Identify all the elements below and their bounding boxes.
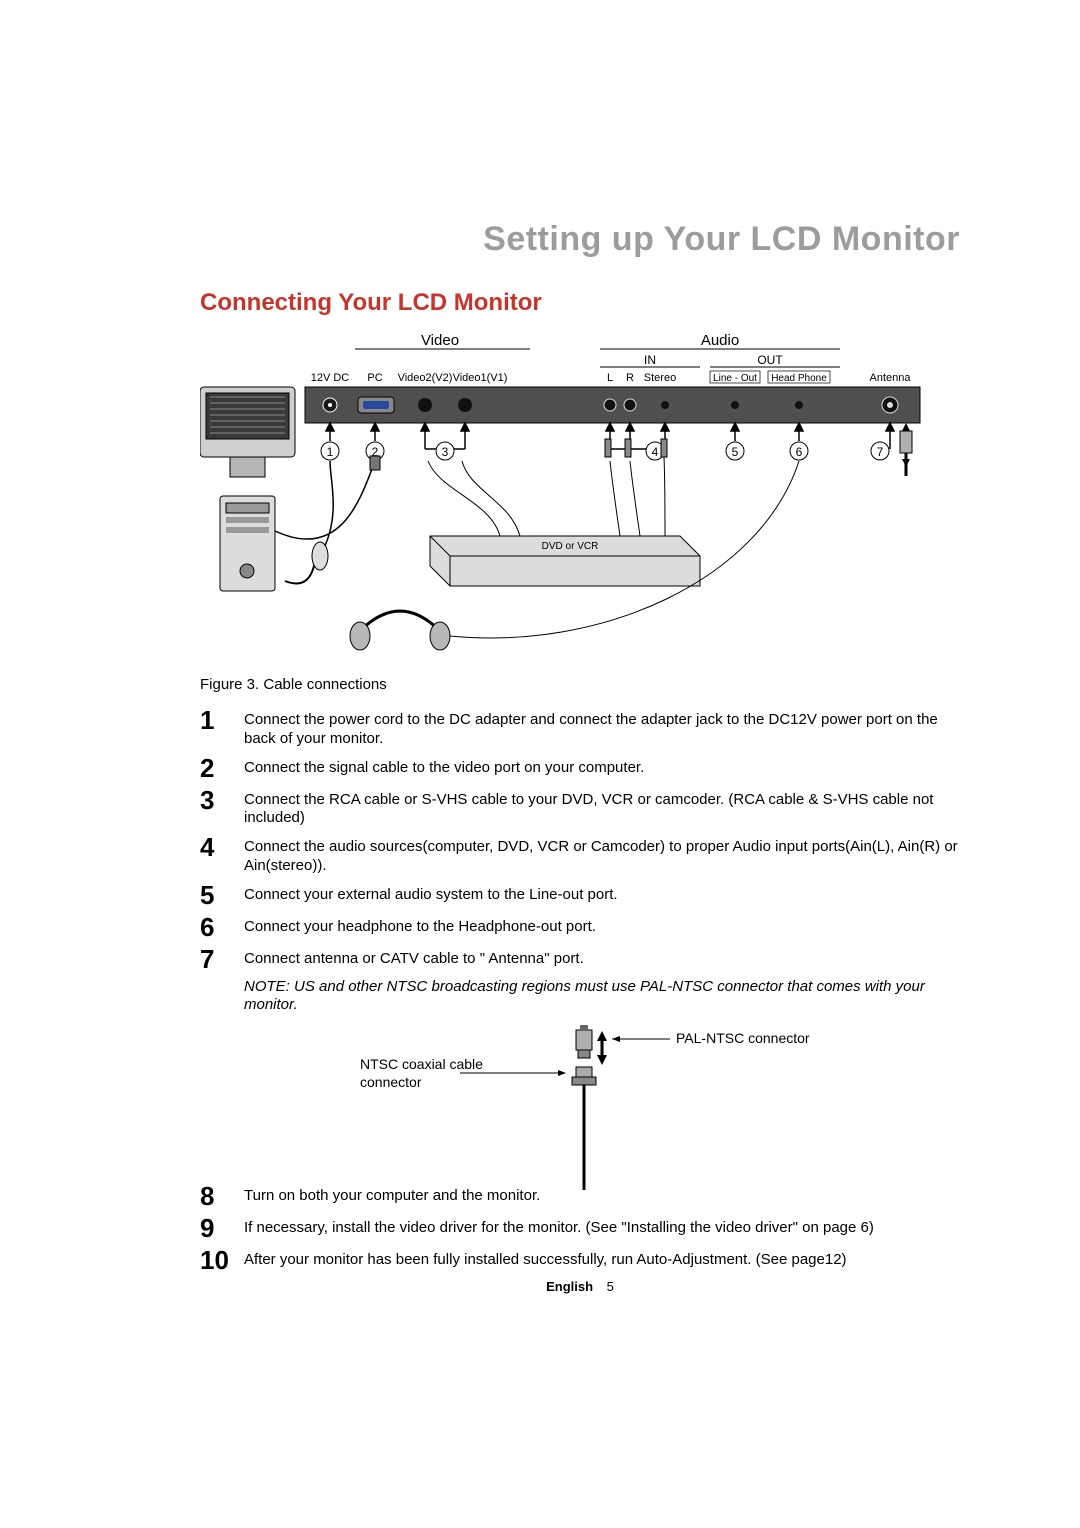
step-text: Connect the RCA cable or S-VHS cable to …	[244, 787, 960, 829]
step-text: Connect antenna or CATV cable to " Anten…	[244, 946, 960, 969]
step-text: If necessary, install the video driver f…	[244, 1215, 960, 1238]
section-title: Connecting Your LCD Monitor	[200, 289, 960, 317]
step-row: 6 Connect your headphone to the Headphon…	[200, 914, 960, 940]
port-label: PC	[367, 372, 382, 384]
label-video: Video	[421, 332, 459, 349]
step-text: After your monitor has been fully instal…	[244, 1247, 960, 1270]
step-row: 2 Connect the signal cable to the video …	[200, 755, 960, 781]
port-label: R	[626, 372, 634, 384]
marker-7: 7	[871, 442, 889, 460]
step-row: 4 Connect the audio sources(computer, DV…	[200, 834, 960, 876]
port-headphone-icon	[795, 401, 803, 409]
antenna-plug-icon	[900, 423, 912, 476]
port-label: Antenna	[870, 372, 912, 384]
step-number: 10	[200, 1247, 244, 1273]
svg-text:6: 6	[796, 445, 803, 459]
port-label: Stereo	[644, 372, 676, 384]
footer-lang: English	[546, 1279, 593, 1294]
port-video1-icon	[458, 398, 472, 412]
marker-6: 6	[790, 442, 808, 460]
pal-ntsc-label: PAL-NTSC connector	[676, 1030, 810, 1046]
port-label: Head Phone	[771, 373, 827, 384]
cable-pc	[275, 461, 375, 539]
steps-list: 1 Connect the power cord to the DC adapt…	[200, 707, 960, 972]
label-in: IN	[644, 353, 656, 367]
page-title: Setting up Your LCD Monitor	[200, 220, 960, 259]
step-number: 2	[200, 755, 244, 781]
step-number: 6	[200, 914, 244, 940]
step-row: 7 Connect antenna or CATV cable to " Ant…	[200, 946, 960, 972]
ntsc-label-line2: connector	[360, 1074, 422, 1090]
connector-diagram: PAL-NTSC connector NTSC coaxial cable co…	[200, 1025, 960, 1175]
port-label: Line - Out	[713, 373, 757, 384]
step-number: 4	[200, 834, 244, 860]
svg-text:5: 5	[732, 445, 739, 459]
label-audio: Audio	[701, 332, 739, 349]
step-row: 1 Connect the power cord to the DC adapt…	[200, 707, 960, 749]
label-out: OUT	[757, 353, 783, 367]
svg-text:1: 1	[327, 445, 334, 459]
port-stereo-icon	[661, 401, 669, 409]
step-number: 9	[200, 1215, 244, 1241]
port-video2-icon	[418, 398, 432, 412]
step-number: 1	[200, 707, 244, 733]
figure-cable-connections: Video Audio IN OUT 12V DC PC Video2(V2) …	[200, 331, 960, 666]
cable-audio-l	[610, 461, 620, 536]
port-audio-r-icon	[624, 399, 636, 411]
monitor-icon	[200, 387, 295, 477]
cable-audio-r	[630, 461, 640, 536]
step-number: 7	[200, 946, 244, 972]
dvd-vcr-icon: DVD or VCR	[430, 536, 700, 586]
page: Setting up Your LCD Monitor Connecting Y…	[0, 0, 1080, 1528]
ntsc-label-line1: NTSC coaxial cable	[360, 1056, 483, 1072]
cable-video	[428, 461, 500, 536]
svg-text:7: 7	[877, 445, 884, 459]
port-label: L	[607, 372, 613, 384]
cable-diagram-svg: Video Audio IN OUT 12V DC PC Video2(V2) …	[200, 331, 960, 661]
step-row: 10 After your monitor has been fully ins…	[200, 1247, 960, 1273]
step-text: Connect your headphone to the Headphone-…	[244, 914, 960, 937]
step-text: Connect the power cord to the DC adapter…	[244, 707, 960, 749]
dvd-vcr-label: DVD or VCR	[542, 541, 599, 552]
steps-list-2: 8 Turn on both your computer and the mon…	[200, 1183, 960, 1273]
marker-5: 5	[726, 442, 744, 460]
port-lineout-icon	[731, 401, 739, 409]
marker-1: 1	[321, 442, 339, 460]
footer-page: 5	[607, 1279, 614, 1294]
pal-ntsc-connector-icon	[576, 1030, 592, 1050]
svg-text:4: 4	[652, 445, 659, 459]
svg-text:3: 3	[442, 445, 449, 459]
ntsc-connector-icon	[576, 1067, 592, 1077]
figure-caption: Figure 3. Cable connections	[200, 676, 960, 693]
cable-video2	[462, 461, 520, 536]
port-label: 12V DC	[311, 372, 350, 384]
step-text: Connect your external audio system to th…	[244, 882, 960, 905]
note-text: NOTE: US and other NTSC broadcasting reg…	[200, 978, 960, 1016]
step-row: 9 If necessary, install the video driver…	[200, 1215, 960, 1241]
port-audio-l-icon	[604, 399, 616, 411]
step-number: 5	[200, 882, 244, 908]
step-text: Connect the signal cable to the video po…	[244, 755, 960, 778]
marker-3: 3	[436, 442, 454, 460]
step-row: 3 Connect the RCA cable or S-VHS cable t…	[200, 787, 960, 829]
step-row: 5 Connect your external audio system to …	[200, 882, 960, 908]
port-label: Video2(V2)	[398, 372, 453, 384]
page-footer: English 5	[200, 1279, 960, 1294]
power-adapter-icon	[285, 461, 333, 584]
step-number: 3	[200, 787, 244, 813]
step-text: Connect the audio sources(computer, DVD,…	[244, 834, 960, 876]
pc-tower-icon	[220, 496, 275, 591]
port-label: Video1(V1)	[453, 372, 508, 384]
